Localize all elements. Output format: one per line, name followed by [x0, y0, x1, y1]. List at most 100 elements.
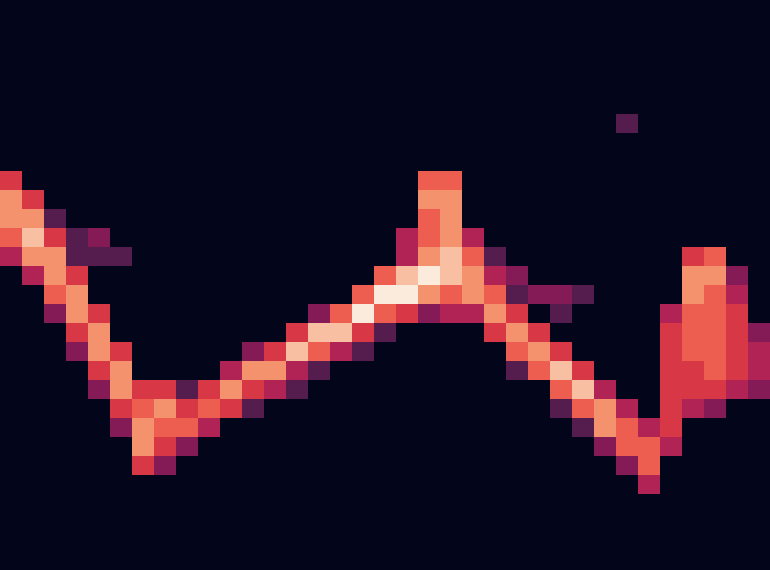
- heat-cell: [748, 513, 770, 533]
- heat-cell: [748, 0, 770, 20]
- heat-cell: [66, 418, 89, 438]
- heat-cell: [308, 418, 331, 438]
- heat-cell: [264, 19, 287, 39]
- heat-cell: [132, 532, 155, 552]
- heat-cell: [704, 380, 727, 400]
- heat-cell: [110, 475, 133, 495]
- heat-cell: [198, 285, 221, 305]
- heat-cell: [220, 114, 243, 134]
- heat-cell: [550, 247, 573, 267]
- heat-cell: [264, 551, 287, 570]
- heat-cell: [66, 475, 89, 495]
- heat-cell: [484, 456, 507, 476]
- heat-cell: [308, 475, 331, 495]
- heat-cell: [528, 228, 551, 248]
- heat-cell: [550, 114, 573, 134]
- heat-cell: [374, 247, 397, 267]
- heat-cell: [440, 380, 463, 400]
- heat-cell: [132, 361, 155, 381]
- heat-cell: [44, 57, 67, 77]
- background: [0, 0, 770, 570]
- heat-cell: [748, 437, 770, 457]
- heat-cell: [396, 456, 419, 476]
- heat-cell: [22, 190, 45, 210]
- heat-cell: [88, 114, 111, 134]
- heat-cell: [242, 551, 265, 570]
- heat-cell: [66, 266, 89, 286]
- heat-cell: [330, 304, 353, 324]
- heat-cell: [462, 494, 485, 514]
- heat-cell: [704, 76, 727, 96]
- heat-cell: [44, 247, 67, 267]
- heat-cell: [682, 342, 705, 362]
- heat-cell: [220, 285, 243, 305]
- heat-cell: [242, 266, 265, 286]
- heat-cell: [352, 228, 375, 248]
- heat-cell: [616, 133, 639, 153]
- heat-cell: [44, 209, 67, 229]
- heat-cell: [462, 475, 485, 495]
- heat-cell: [484, 57, 507, 77]
- heat-cell: [528, 323, 551, 343]
- heat-cell: [440, 494, 463, 514]
- heat-cell: [132, 190, 155, 210]
- heat-cell: [198, 418, 221, 438]
- heat-cell: [88, 57, 111, 77]
- heat-cell: [264, 380, 287, 400]
- heat-cell: [396, 190, 419, 210]
- heat-cell: [330, 76, 353, 96]
- heat-cell: [330, 57, 353, 77]
- heat-cell: [484, 475, 507, 495]
- heat-cell: [220, 152, 243, 172]
- heat-cell: [220, 361, 243, 381]
- heat-cell: [66, 171, 89, 191]
- heat-cell: [660, 285, 683, 305]
- heat-cell: [352, 57, 375, 77]
- heat-cell: [88, 247, 111, 267]
- heat-cell: [220, 304, 243, 324]
- heat-cell: [726, 323, 749, 343]
- heat-cell: [154, 380, 177, 400]
- heat-cell: [110, 209, 133, 229]
- heat-cell: [22, 38, 45, 58]
- heat-cell: [66, 190, 89, 210]
- heat-cell: [704, 342, 727, 362]
- heat-cell: [264, 247, 287, 267]
- heat-cell: [440, 38, 463, 58]
- heat-cell: [132, 513, 155, 533]
- heat-cell: [748, 152, 770, 172]
- heat-cell: [88, 342, 111, 362]
- heat-cell: [572, 304, 595, 324]
- heat-cell: [484, 323, 507, 343]
- heat-cell: [528, 190, 551, 210]
- heat-cell: [374, 342, 397, 362]
- heat-cell: [88, 0, 111, 20]
- heat-cell: [0, 551, 23, 570]
- heat-cell: [506, 0, 529, 20]
- heat-cell: [396, 228, 419, 248]
- heat-cell: [594, 247, 617, 267]
- heat-cell: [198, 494, 221, 514]
- heat-cell: [682, 114, 705, 134]
- heat-cell: [748, 209, 770, 229]
- heat-cell: [638, 513, 661, 533]
- heat-cell: [528, 437, 551, 457]
- heat-cell: [682, 38, 705, 58]
- heat-cell: [132, 342, 155, 362]
- heat-cell: [110, 304, 133, 324]
- heat-cell: [352, 456, 375, 476]
- heat-cell: [44, 171, 67, 191]
- heat-cell: [0, 285, 23, 305]
- heat-cell: [110, 228, 133, 248]
- cells: [0, 0, 770, 570]
- heat-cell: [352, 551, 375, 570]
- heat-cell: [110, 38, 133, 58]
- heat-cell: [506, 323, 529, 343]
- heat-cell: [286, 304, 309, 324]
- heat-cell: [506, 361, 529, 381]
- heat-cell: [66, 152, 89, 172]
- heat-cell: [66, 38, 89, 58]
- heat-cell: [110, 133, 133, 153]
- heat-cell: [506, 513, 529, 533]
- heat-cell: [132, 57, 155, 77]
